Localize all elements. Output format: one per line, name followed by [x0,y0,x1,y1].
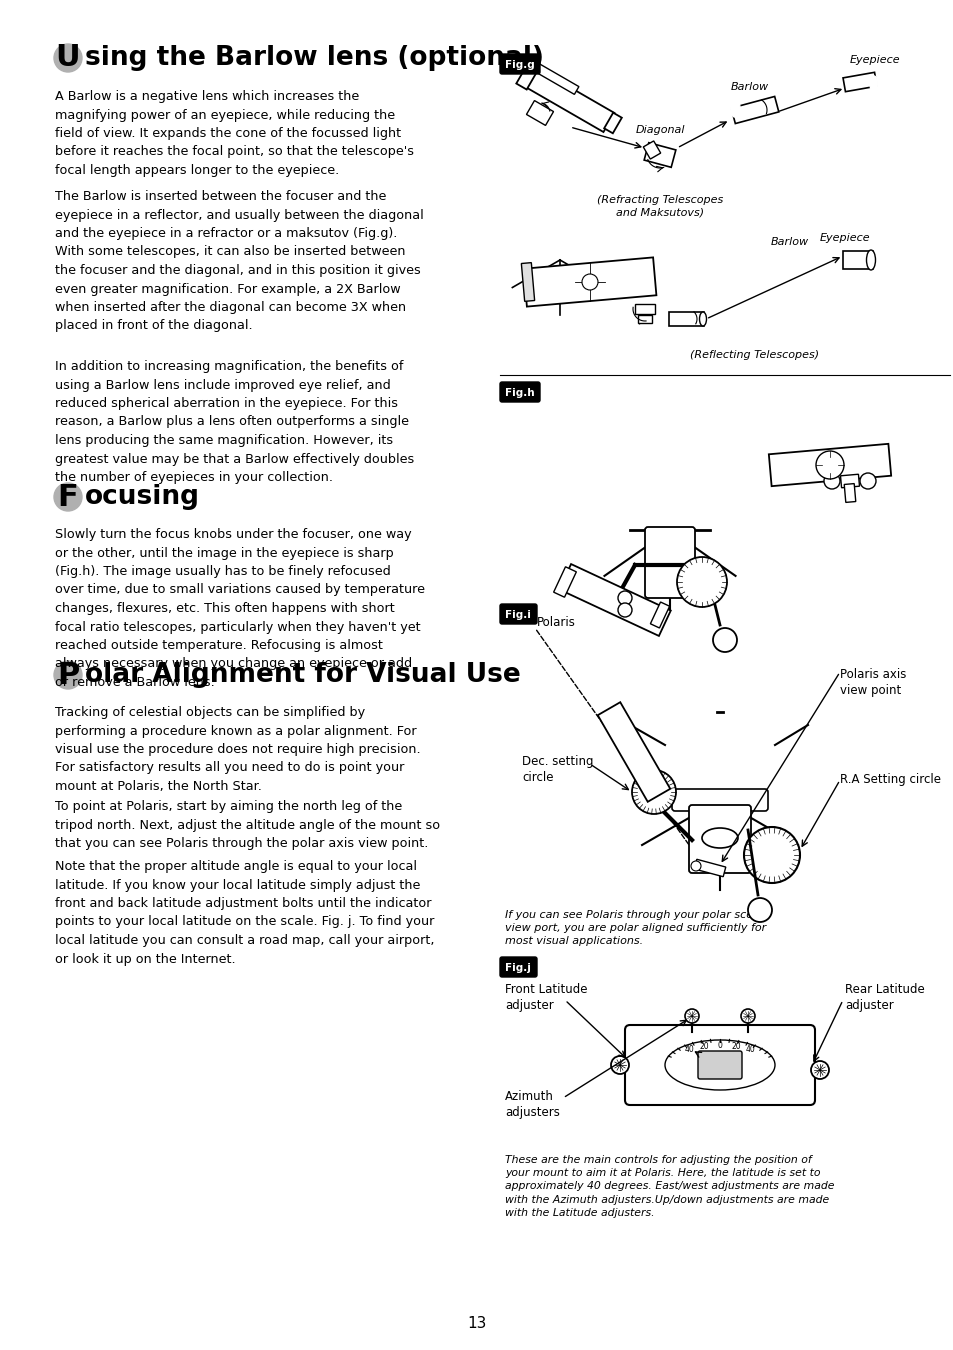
Circle shape [684,1008,699,1023]
Text: Barlow: Barlow [770,238,808,247]
Ellipse shape [729,99,740,117]
Text: Fig.g: Fig.g [504,59,535,70]
Circle shape [823,472,840,489]
Text: If you can see Polaris through your polar scope
view port, you are polar aligned: If you can see Polaris through your pola… [504,910,766,946]
Text: olar Alignment for Visual Use: olar Alignment for Visual Use [85,662,520,688]
Text: Fig.j: Fig.j [504,963,531,973]
Text: Slowly turn the focus knobs under the focuser, one way
or the other, until the i: Slowly turn the focus knobs under the fo… [55,528,424,688]
Text: Dec. setting
circle: Dec. setting circle [521,755,593,784]
Text: sing the Barlow lens (optional): sing the Barlow lens (optional) [85,45,543,72]
FancyBboxPatch shape [698,1052,741,1079]
FancyBboxPatch shape [671,788,767,811]
FancyBboxPatch shape [499,382,539,402]
Polygon shape [840,474,859,487]
Polygon shape [650,602,669,628]
Text: To point at Polaris, start by aiming the north leg of the
tripod north. Next, ad: To point at Polaris, start by aiming the… [55,801,439,850]
Circle shape [618,591,631,605]
Polygon shape [516,65,537,89]
Polygon shape [525,68,614,132]
Text: 20: 20 [699,1042,708,1050]
FancyBboxPatch shape [499,54,539,74]
Circle shape [859,472,875,489]
Text: 40: 40 [684,1045,694,1054]
FancyBboxPatch shape [624,1025,814,1106]
Text: 40: 40 [744,1045,754,1054]
Circle shape [690,861,700,871]
Circle shape [54,662,82,688]
Text: In addition to increasing magnification, the benefits of
using a Barlow lens inc: In addition to increasing magnification,… [55,360,414,485]
Text: Azimuth
adjusters: Azimuth adjusters [504,1089,559,1119]
Polygon shape [523,258,656,306]
Circle shape [610,1056,628,1075]
Text: R.A Setting circle: R.A Setting circle [840,774,940,787]
Text: Note that the proper altitude angle is equal to your local
latitude. If you know: Note that the proper altitude angle is e… [55,860,434,965]
Circle shape [677,558,726,608]
Text: Front Latitude
adjuster: Front Latitude adjuster [504,983,587,1012]
Text: Rear Latitude
adjuster: Rear Latitude adjuster [844,983,923,1012]
FancyBboxPatch shape [644,526,695,598]
Circle shape [747,898,771,922]
Polygon shape [558,564,670,636]
Ellipse shape [699,312,706,325]
Polygon shape [603,112,621,134]
Polygon shape [635,304,655,315]
Polygon shape [643,143,675,167]
Text: F: F [57,482,78,512]
Polygon shape [842,251,872,269]
Circle shape [810,1061,828,1079]
Circle shape [631,769,676,814]
Text: Polaris: Polaris [537,616,576,629]
Circle shape [618,603,631,617]
FancyBboxPatch shape [499,603,537,624]
Polygon shape [843,483,855,502]
Text: A Barlow is a negative lens which increases the
magnifying power of an eyepiece,: A Barlow is a negative lens which increa… [55,90,414,177]
Polygon shape [521,263,534,301]
Polygon shape [531,62,578,95]
Text: U: U [55,43,80,73]
Text: 20: 20 [731,1042,740,1050]
Polygon shape [694,860,725,876]
Text: Fig.h: Fig.h [505,387,535,398]
Circle shape [743,828,800,883]
Text: ocusing: ocusing [85,485,200,510]
Text: Eyepiece: Eyepiece [819,234,869,243]
Circle shape [581,274,598,290]
Circle shape [712,628,737,652]
FancyBboxPatch shape [688,805,750,873]
Text: Barlow: Barlow [730,82,768,92]
Circle shape [815,451,843,479]
Polygon shape [526,100,553,126]
Polygon shape [768,444,890,486]
Polygon shape [553,567,576,597]
Polygon shape [669,312,703,325]
Polygon shape [642,140,660,159]
Ellipse shape [664,1040,774,1089]
Text: Diagonal: Diagonal [635,126,684,135]
Text: The Barlow is inserted between the focuser and the
eyepiece in a reflector, and : The Barlow is inserted between the focus… [55,190,423,332]
Polygon shape [842,73,876,92]
Text: Eyepiece: Eyepiece [848,55,899,65]
Polygon shape [598,702,670,802]
Text: Fig.i: Fig.i [504,610,531,620]
Text: (Refracting Telescopes
and Maksutovs): (Refracting Telescopes and Maksutovs) [597,194,722,217]
Polygon shape [638,315,651,323]
Text: Polaris axis
view point: Polaris axis view point [840,668,905,697]
Text: (Reflecting Telescopes): (Reflecting Telescopes) [690,350,819,360]
Text: These are the main controls for adjusting the position of
your mount to aim it a: These are the main controls for adjustin… [504,1156,834,1218]
Circle shape [740,1008,754,1023]
FancyBboxPatch shape [499,957,537,977]
Ellipse shape [701,828,738,848]
Ellipse shape [865,250,875,270]
Text: P: P [57,660,79,690]
Text: Tracking of celestial objects can be simplified by
performing a procedure known : Tracking of celestial objects can be sim… [55,706,420,792]
Text: 13: 13 [467,1315,486,1331]
Circle shape [54,483,82,512]
Ellipse shape [869,76,877,92]
Text: 0: 0 [717,1041,721,1049]
Polygon shape [730,96,778,124]
Circle shape [54,45,82,72]
